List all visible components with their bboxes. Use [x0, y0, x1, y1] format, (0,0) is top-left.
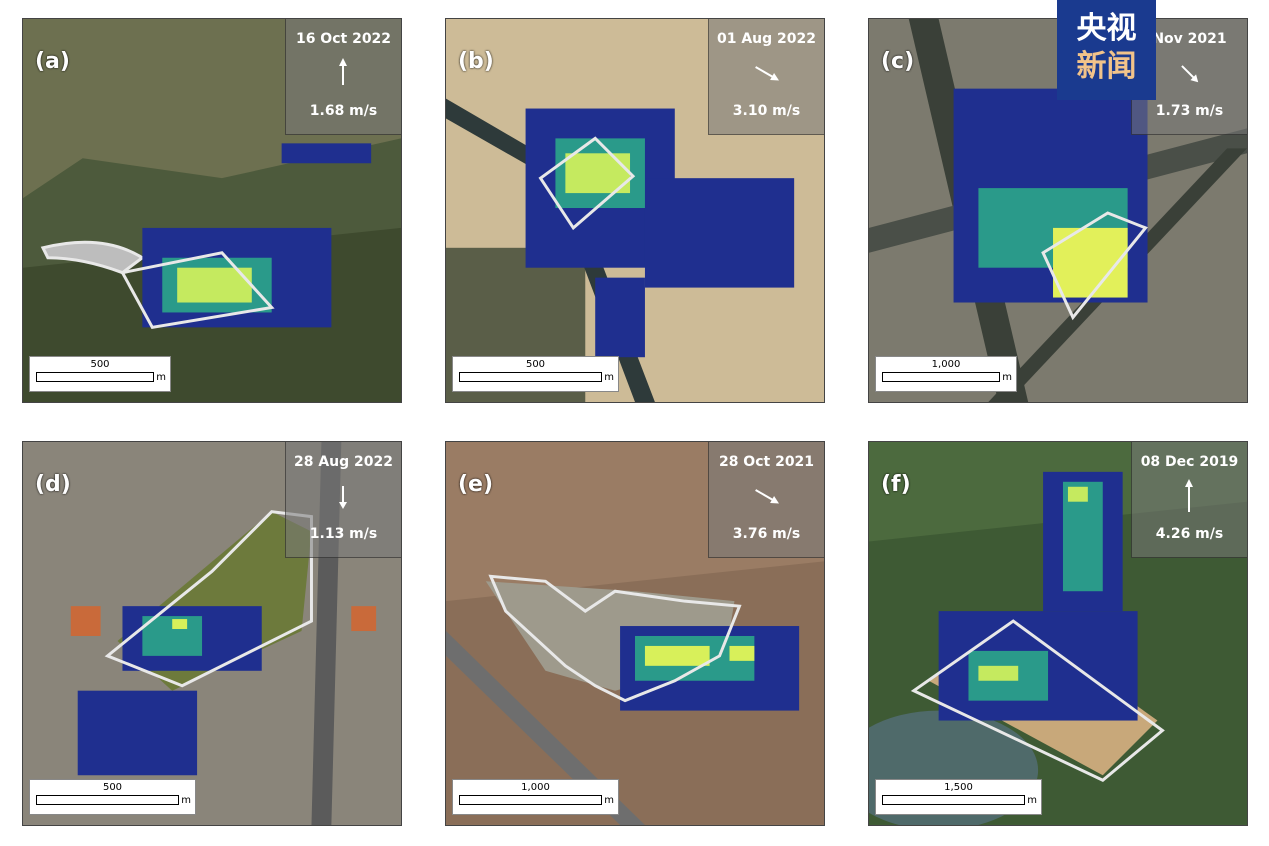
scale-line: [36, 372, 154, 382]
observation-date: 01 Aug 2022: [716, 31, 817, 47]
scale-value: 1,500: [944, 782, 973, 793]
scale-bar: 1,000 m: [452, 779, 619, 815]
wind-info-box: 08 Dec 2019 4.26 m/s: [1131, 442, 1247, 558]
wind-speed: 1.13 m/s: [309, 526, 378, 542]
scale-bar: 1,000 m: [875, 356, 1017, 392]
wind-speed: 1.73 m/s: [1155, 103, 1224, 119]
scale-value: 500: [102, 782, 123, 793]
wind-arrow-icon: [339, 58, 347, 85]
panel-f: (f) 08 Dec 2019 4.26 m/s 1,500 m: [868, 441, 1248, 826]
observation-date: 08 Dec 2019: [1140, 454, 1239, 470]
scale-bar: 500 m: [29, 779, 196, 815]
scale-bar: 500 m: [29, 356, 171, 392]
wind-info-box: 01 Aug 2022 3.10 m/s: [708, 19, 824, 135]
panel-label: (d): [35, 472, 71, 497]
scale-value: 1,000: [521, 782, 550, 793]
observation-date: 28 Oct 2021: [718, 454, 815, 470]
panel-label: (c): [881, 49, 915, 74]
cctv-news-logo: 央视 新闻: [1057, 0, 1156, 100]
panel-label: (a): [35, 49, 70, 74]
observation-date: 16 Oct 2022: [295, 31, 392, 47]
scale-unit: m: [1027, 795, 1037, 806]
scale-unit: m: [604, 372, 614, 383]
wind-info-box: 28 Aug 2022 1.13 m/s: [285, 442, 401, 558]
wind-arrow-icon: [755, 489, 779, 504]
scale-value: 500: [525, 359, 546, 370]
satellite-image-f: [869, 442, 1247, 825]
scale-unit: m: [604, 795, 614, 806]
scale-bar: 1,500 m: [875, 779, 1042, 815]
panel-d: (d) 28 Aug 2022 1.13 m/s 500 m: [22, 441, 402, 826]
panel-b: (b) 01 Aug 2022 3.10 m/s 500 m: [445, 18, 825, 403]
satellite-image-b: [446, 19, 824, 402]
scale-unit: m: [156, 372, 166, 383]
wind-speed: 1.68 m/s: [309, 103, 378, 119]
observation-date: Nov 2021: [1152, 31, 1227, 47]
scale-unit: m: [1002, 372, 1012, 383]
scale-line: [459, 372, 602, 382]
wind-arrow-icon: [755, 66, 779, 81]
wind-speed: 3.10 m/s: [732, 103, 801, 119]
scale-bar: 500 m: [452, 356, 619, 392]
panel-label: (e): [458, 472, 494, 497]
wind-speed: 4.26 m/s: [1155, 526, 1224, 542]
observation-date: 28 Aug 2022: [293, 454, 394, 470]
panel-label: (f): [881, 472, 911, 497]
scale-line: [882, 795, 1025, 805]
wind-info-box: 16 Oct 2022 1.68 m/s: [285, 19, 401, 135]
scale-value: 500: [90, 359, 110, 370]
logo-line-2: 新闻: [1076, 49, 1137, 84]
logo-line-1: 央视: [1076, 11, 1137, 46]
panel-a: (a) 16 Oct 2022 1.68 m/s 500 m: [22, 18, 402, 403]
wind-speed: 3.76 m/s: [732, 526, 801, 542]
panel-e: (e) 28 Oct 2021 3.76 m/s 1,000 m: [445, 441, 825, 826]
scale-line: [36, 795, 179, 805]
scale-value: 1,000: [931, 359, 961, 370]
wind-arrow-icon: [339, 486, 347, 509]
wind-arrow-icon: [1185, 479, 1193, 512]
wind-arrow-icon: [1181, 65, 1199, 83]
scale-unit: m: [181, 795, 191, 806]
wind-info-box: 28 Oct 2021 3.76 m/s: [708, 442, 824, 558]
scale-line: [459, 795, 602, 805]
scale-line: [882, 372, 1000, 382]
panel-label: (b): [458, 49, 494, 74]
